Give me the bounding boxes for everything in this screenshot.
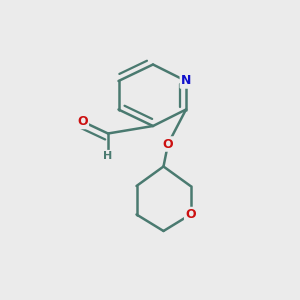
Text: H: H <box>103 151 112 161</box>
Text: O: O <box>163 137 173 151</box>
Text: O: O <box>77 115 88 128</box>
Text: N: N <box>181 74 191 88</box>
Text: O: O <box>185 208 196 221</box>
